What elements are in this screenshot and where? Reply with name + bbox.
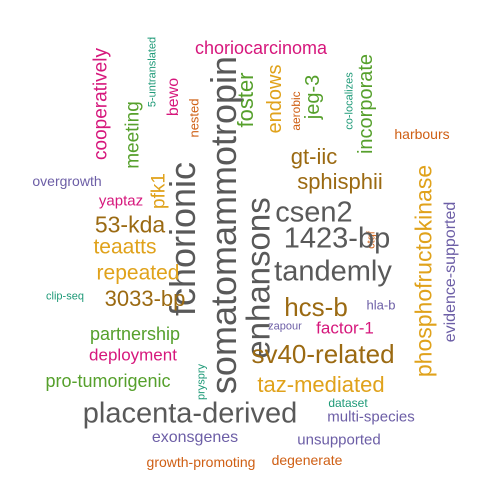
word-evidence-supported: evidence-supported	[442, 201, 459, 343]
word-pro-tumorigenic: pro-tumorigenic	[45, 371, 171, 391]
word-hla-b: hla-b	[366, 297, 396, 313]
word-meeting: meeting	[122, 101, 144, 169]
word-sv40-related: sv40-related	[251, 339, 395, 369]
word-growth-promoting: growth-promoting	[146, 454, 256, 470]
word-aerobic: aerobic	[289, 91, 303, 131]
word-unsupported: unsupported	[297, 431, 381, 449]
word-factor-1: factor-1	[316, 318, 374, 338]
word-gt-iic: gt-iic	[290, 144, 338, 169]
word-1423-bp: 1423-bp	[283, 222, 391, 255]
word-nested: nested	[186, 98, 202, 138]
word-choriocarcinoma: choriocarcinoma	[194, 38, 328, 58]
word-pryspry: pryspry	[195, 363, 208, 401]
word-phosphofructokinase: phosphofructokinase	[410, 164, 437, 378]
word-teaatts: teaatts	[93, 235, 157, 259]
word-jeg-3: jeg-3	[302, 74, 324, 120]
word-hcs-b: hcs-b	[284, 292, 348, 322]
word-zapour: zapour	[268, 320, 302, 333]
word-repeated: repeated	[96, 261, 180, 285]
word-pfk1: pfk1	[148, 173, 170, 209]
word-tandemly: tandemly	[274, 255, 392, 288]
word-degenerate: degenerate	[271, 452, 343, 468]
word-csen2: csen2	[275, 196, 353, 229]
word-placenta-derived: placenta-derived	[82, 397, 298, 430]
word-overgrowth: overgrowth	[32, 173, 102, 189]
word-cooperatively: cooperatively	[90, 48, 112, 160]
word-harbours: harbours	[394, 126, 450, 142]
word-multi-species: multi-species	[327, 408, 415, 426]
word-enhansons: enhansons	[239, 197, 277, 359]
word-clip-seq: clip-seq	[46, 290, 84, 303]
word-foster: foster	[233, 72, 258, 128]
word-endows: endows	[264, 64, 286, 134]
word-exonsgenes: exonsgenes	[151, 429, 239, 446]
word-53-kda: 53-kda	[94, 211, 166, 238]
word-3033-bp: 3033-bp	[104, 286, 186, 311]
word-sphisphii: sphisphii	[297, 169, 383, 194]
word-5-untranslated: 5-untranslated	[146, 36, 159, 108]
word-yaptaz: yaptaz	[98, 192, 144, 210]
word-incorporate: incorporate	[355, 53, 377, 155]
word-partnership: partnership	[89, 324, 181, 344]
word-dataset: dataset	[328, 396, 368, 410]
word-deployment: deployment	[89, 345, 177, 365]
word-co-localizes: co-localizes	[343, 72, 356, 130]
word-bewo: bewo	[165, 77, 182, 117]
word-taz-mediated: taz-mediated	[257, 372, 385, 397]
